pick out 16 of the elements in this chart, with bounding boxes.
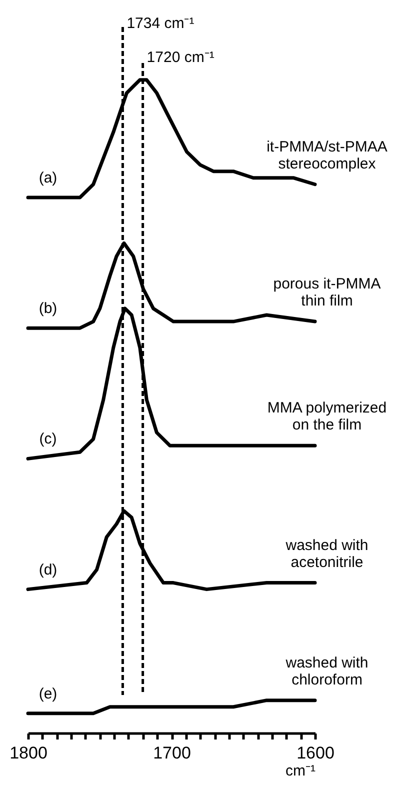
annotation: washed with chloroform	[284, 654, 368, 688]
annotation: it-PMMA/st-PMAA stereocomplex	[266, 138, 388, 172]
x-axis-title: cm⁻¹	[286, 762, 316, 780]
annotation: (e)	[38, 685, 58, 702]
x-tick-label: 1700	[153, 744, 191, 762]
annotation: washed with acetonitrile	[284, 536, 368, 571]
ref-line-label: 1720 cm⁻¹	[146, 49, 214, 66]
annotation: porous it-PMMA thin film	[273, 276, 381, 310]
ref-line-label: 1734 cm⁻¹	[126, 15, 194, 32]
annotation: (d)	[38, 561, 58, 578]
annotation: (c)	[39, 430, 57, 448]
x-tick-label: 1600	[296, 744, 334, 762]
x-tick-label: 1800	[10, 744, 48, 762]
annotation: MMA polymerized on the film	[267, 400, 387, 434]
annotation: (b)	[38, 300, 58, 318]
annotation: (a)	[38, 169, 58, 186]
